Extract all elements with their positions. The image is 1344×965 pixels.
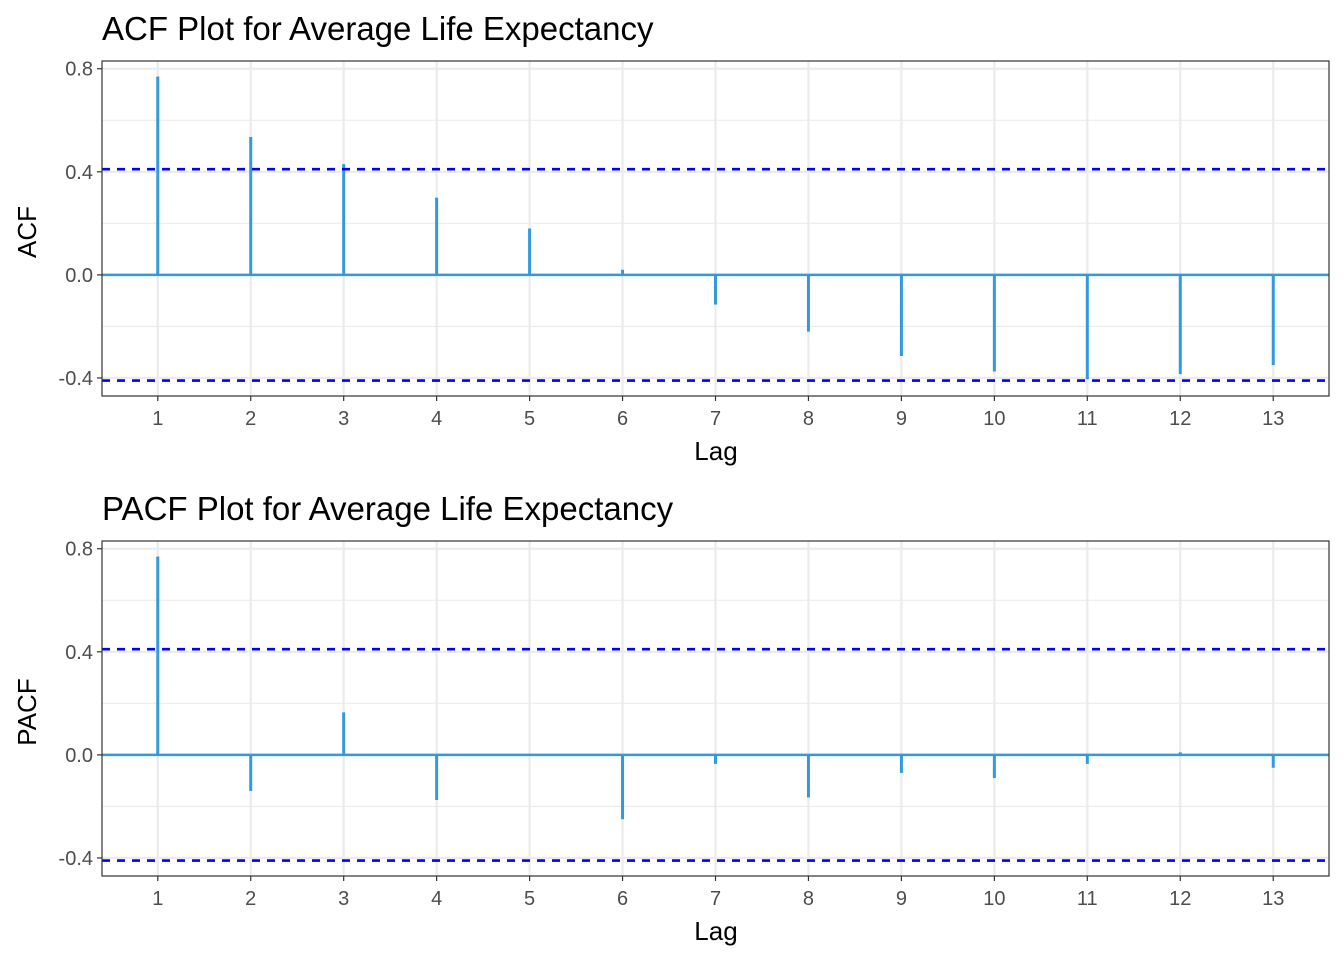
pacf-y-tick-label: 0.4 bbox=[65, 642, 93, 664]
pacf-plot-area: 0.80.40.0-0.41 2 3 4 5 6 7 8 9 10 11 12 13 bbox=[59, 539, 1330, 910]
acf-x-tick-label: 2 bbox=[245, 408, 256, 430]
pacf-y-tick-label: 0.0 bbox=[65, 745, 93, 767]
pacf-x-tick-label: 1 bbox=[152, 888, 163, 910]
acf-panel: ACF Plot for Average Life Expectancy 0.8 0… bbox=[12, 10, 1330, 466]
acf-x-axis-title: Lag bbox=[694, 436, 737, 466]
acf-x-tick-label: 3 bbox=[338, 408, 349, 430]
pacf-chart-title: PACF Plot for Average Life Expectancy bbox=[102, 490, 674, 527]
pacf-y-tick-label: -0.4 bbox=[59, 848, 93, 870]
acf-x-tick-label: 9 bbox=[896, 408, 907, 430]
pacf-y-tick-label: 0.8 bbox=[65, 539, 93, 561]
pacf-x-tick-label: 11 bbox=[1077, 888, 1098, 910]
pacf-x-tick-label: 8 bbox=[803, 888, 814, 910]
acf-y-tick-label: -0.4 bbox=[59, 368, 93, 390]
pacf-x-axis-title: Lag bbox=[694, 916, 737, 946]
acf-x-tick-label: 5 bbox=[524, 408, 535, 430]
pacf-x-tick-label: 4 bbox=[431, 888, 442, 910]
acf-x-tick-label: 4 bbox=[431, 408, 442, 430]
pacf-x-tick-label: 13 bbox=[1262, 888, 1284, 910]
pacf-x-tick-label: 2 bbox=[245, 888, 256, 910]
pacf-x-tick-label: 7 bbox=[710, 888, 721, 910]
acf-chart-title: ACF Plot for Average Life Expectancy bbox=[102, 10, 654, 47]
acf-x-tick-label: 10 bbox=[983, 408, 1005, 430]
acf-x-tick-label: 13 bbox=[1262, 408, 1284, 430]
pacf-panel: PACF Plot for Average Life Expectancy 0.8… bbox=[12, 490, 1330, 946]
acf-x-tick-label: 7 bbox=[710, 408, 721, 430]
acf-x-tick-label: 1 bbox=[152, 408, 163, 430]
acf-x-tick-label: 12 bbox=[1169, 408, 1191, 430]
pacf-x-tick-label: 5 bbox=[524, 888, 535, 910]
acf-x-tick-label: 8 bbox=[803, 408, 814, 430]
pacf-x-tick-label: 6 bbox=[617, 888, 628, 910]
pacf-x-tick-label: 12 bbox=[1169, 888, 1191, 910]
acf-y-tick-label: 0.8 bbox=[65, 59, 93, 81]
pacf-x-tick-label: 3 bbox=[338, 888, 349, 910]
acf-x-tick-label: 6 bbox=[617, 408, 628, 430]
acf-plot-area: 0.80.40.0-0.41 2 3 4 5 6 7 8 9 10 11 12 13 bbox=[59, 59, 1330, 430]
pacf-x-tick-label: 10 bbox=[983, 888, 1005, 910]
acf-y-tick-label: 0.0 bbox=[65, 265, 93, 287]
pacf-x-tick-label: 9 bbox=[896, 888, 907, 910]
acf-y-tick-label: 0.4 bbox=[65, 162, 93, 184]
acf-x-tick-label: 11 bbox=[1077, 408, 1098, 430]
pacf-y-axis-title: PACF bbox=[12, 678, 42, 745]
acf-y-axis-title: ACF bbox=[12, 206, 42, 258]
